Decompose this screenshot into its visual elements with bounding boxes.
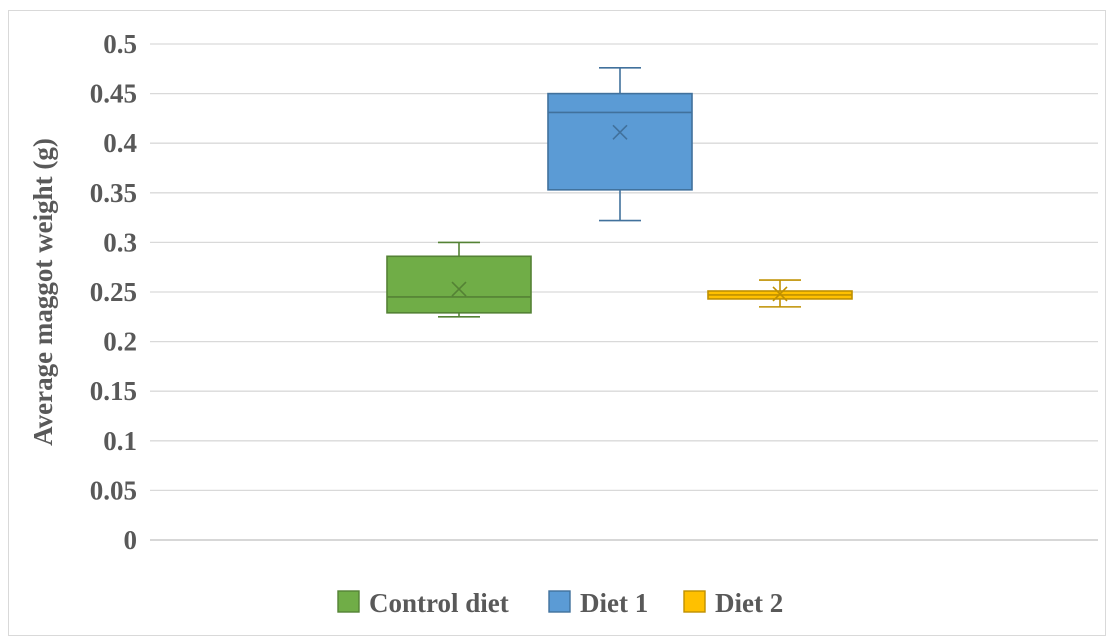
- y-axis-title: Average maggot weight (g): [28, 138, 58, 446]
- mean-marker: [772, 286, 788, 302]
- mean-marker: [612, 124, 628, 140]
- y-tick-label: 0.15: [90, 376, 137, 406]
- legend-item-diet-1: Diet 1: [548, 588, 648, 618]
- legend-label: Diet 2: [715, 588, 783, 618]
- box-diet-2: [707, 279, 853, 308]
- iqr-box: [547, 92, 693, 191]
- y-tick-label: 0.25: [90, 277, 137, 307]
- box-series: [386, 67, 853, 318]
- y-tick-label: 0.35: [90, 178, 137, 208]
- box-control-diet: [386, 241, 532, 318]
- y-tick-labels: 0 0.05 0.1 0.15 0.2 0.25 0.3 0.35 0.4 0.45 0.5: [90, 29, 137, 555]
- mean-marker: [451, 281, 467, 297]
- box-diet-1: [547, 67, 693, 222]
- legend-swatch: [337, 590, 360, 613]
- legend-item-diet-2: Diet 2: [683, 588, 783, 618]
- y-tick-label: 0: [124, 525, 138, 555]
- legend-label: Diet 1: [580, 588, 648, 618]
- legend-label: Control diet: [369, 588, 509, 618]
- y-tick-label: 0.3: [103, 227, 137, 257]
- y-tick-label: 0.45: [90, 79, 137, 109]
- legend-swatch: [548, 590, 571, 613]
- y-tick-label: 0.05: [90, 475, 137, 505]
- legend-swatch: [683, 590, 706, 613]
- legend: Control diet Diet 1 Diet 2: [337, 588, 783, 618]
- legend-item-control-diet: Control diet: [337, 588, 509, 618]
- y-tick-label: 0.4: [103, 128, 137, 158]
- iqr-box: [386, 255, 532, 314]
- y-tick-label: 0.2: [103, 327, 137, 357]
- y-tick-label: 0.5: [103, 29, 137, 59]
- y-tick-label: 0.1: [103, 426, 137, 456]
